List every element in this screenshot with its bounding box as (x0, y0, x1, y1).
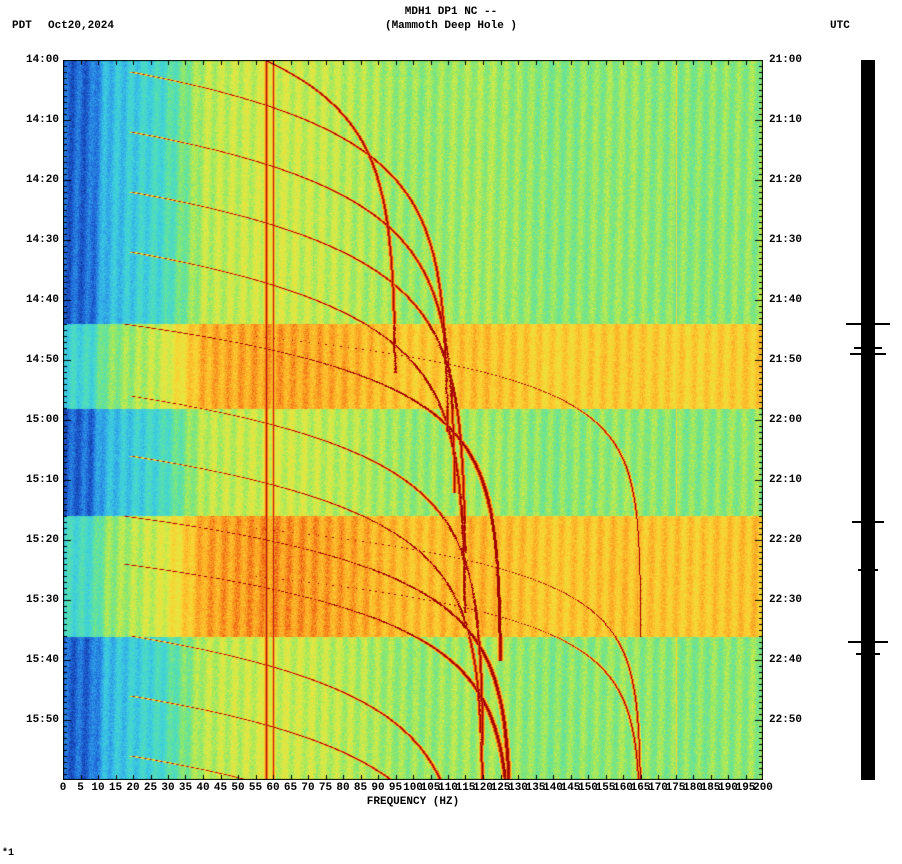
y-right-tick-label: 22:50 (769, 714, 802, 726)
y-left-tick-label: 15:00 (8, 414, 59, 426)
y-left-tick-label: 15:20 (8, 534, 59, 546)
y-left-tick-label: 14:10 (8, 114, 59, 126)
y-left-tick-label: 14:30 (8, 234, 59, 246)
amplitude-event (856, 653, 880, 655)
y-left-tick-label: 14:40 (8, 294, 59, 306)
y-right-tick-label: 22:20 (769, 534, 802, 546)
spectrogram-canvas (63, 60, 763, 780)
title-line-1: MDH1 DP1 NC -- (0, 6, 902, 18)
y-right-tick-label: 21:50 (769, 354, 802, 366)
y-left-tick-label: 15:10 (8, 474, 59, 486)
y-right-tick-label: 22:30 (769, 594, 802, 606)
y-left-tick-label: 15:30 (8, 594, 59, 606)
y-right-tick-label: 21:20 (769, 174, 802, 186)
right-timezone-label: UTC (830, 20, 850, 32)
y-right-tick-label: 22:10 (769, 474, 802, 486)
amplitude-event (848, 641, 888, 643)
spectrogram-page: { "header":{ "line1":"MDH1 DP1 NC --", "… (0, 0, 902, 864)
amplitude-event (846, 323, 890, 325)
amplitude-event (852, 521, 884, 523)
corner-mark: *1 (2, 848, 14, 859)
y-left-tick-label: 14:50 (8, 354, 59, 366)
y-right-tick-label: 22:00 (769, 414, 802, 426)
x-axis-label: FREQUENCY (HZ) (63, 796, 763, 808)
y-right-tick-label: 21:40 (769, 294, 802, 306)
amplitude-event (858, 569, 878, 571)
y-left-tick-label: 15:50 (8, 714, 59, 726)
y-right-tick-label: 21:00 (769, 54, 802, 66)
y-right-tick-label: 21:10 (769, 114, 802, 126)
spectrogram-plot (63, 60, 763, 780)
y-left-tick-label: 14:00 (8, 54, 59, 66)
amplitude-event (854, 347, 882, 349)
y-left-tick-label: 14:20 (8, 174, 59, 186)
y-left-tick-label: 15:40 (8, 654, 59, 666)
amplitude-event (850, 353, 886, 355)
y-right-tick-label: 22:40 (769, 654, 802, 666)
title-line-2: (Mammoth Deep Hole ) (0, 20, 902, 32)
x-tick-label: 200 (753, 782, 773, 794)
left-timezone-label: PDT (12, 20, 32, 32)
y-right-tick-label: 21:30 (769, 234, 802, 246)
amplitude-baseline (861, 60, 875, 780)
date-label: Oct20,2024 (48, 20, 114, 32)
